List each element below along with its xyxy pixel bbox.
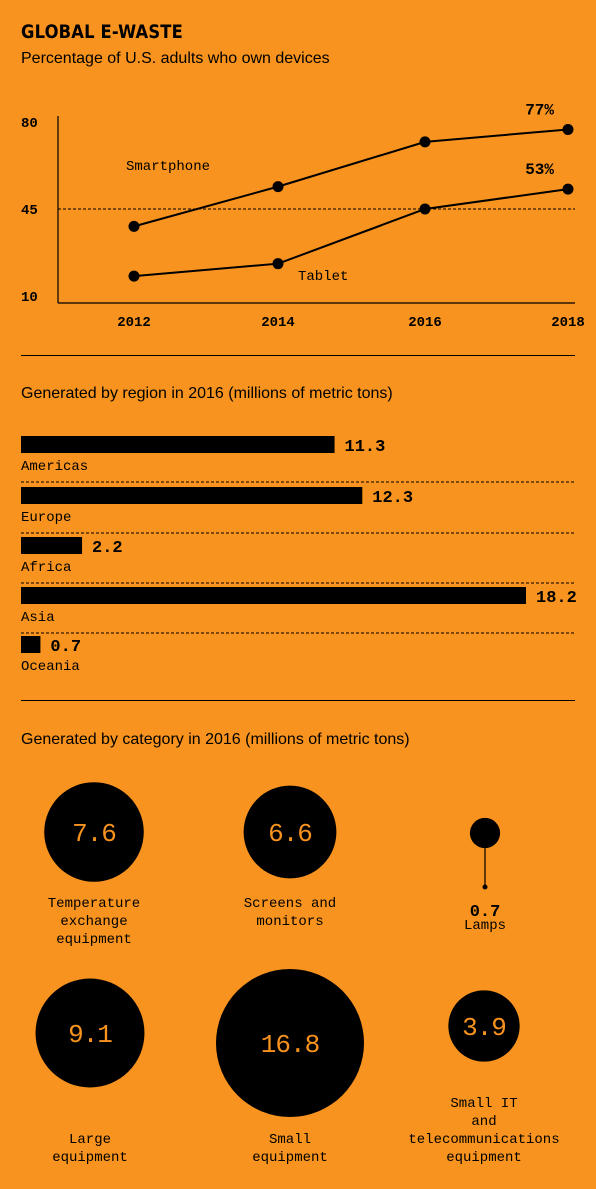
divider-2 [21, 700, 575, 701]
line-chart: 80 45 10 2012 2014 2016 2018 77% 53% Smartphone Ta… [21, 101, 585, 331]
bar-category-label: Oceania [21, 659, 80, 675]
y-tick-label: 10 [21, 290, 38, 306]
bubble-value-label: 0.7 [470, 903, 501, 922]
bubble-category-label-line: equipment [52, 1150, 128, 1166]
x-tick-label: 2014 [261, 315, 295, 331]
bar [21, 436, 335, 453]
category-section-title: Generated by category in 2016 (millions … [21, 731, 410, 748]
bubble-category-label: Lamps [464, 918, 506, 934]
x-tick-label: 2016 [408, 315, 442, 331]
bubble-category-label-line: equipment [56, 932, 132, 948]
bubble [35, 978, 145, 1088]
bubble-chart: 7.6 Temperature exchange equipment 6.6 Screen… [35, 782, 560, 1166]
x-tick-label: 2012 [117, 315, 151, 331]
bubble-category-label-line: Small [269, 1132, 311, 1148]
bubble-value-label: 16.8 [261, 1030, 319, 1060]
bar-value-label: 12.3 [372, 489, 413, 508]
series-line-smartphone [133, 128, 569, 228]
page-subtitle: Percentage of U.S. adults who own device… [21, 50, 330, 67]
bubble-value-label: 6.6 [268, 819, 312, 849]
bubble-category-label: Screens and monitors [244, 896, 336, 930]
series-label-smartphone: Smartphone [126, 159, 210, 175]
end-value-label: 77% [525, 101, 554, 119]
bubble-category-label-line: Large [69, 1132, 111, 1148]
data-point-tablet [419, 203, 431, 215]
data-point-smartphone [419, 136, 431, 148]
data-point-smartphone [562, 123, 574, 135]
bubble-category-label-line: exchange [60, 914, 127, 930]
bubble [44, 782, 144, 882]
bar-category-label: Americas [21, 459, 88, 475]
y-tick-label: 80 [21, 116, 38, 132]
bubble-value-label: 7.6 [72, 819, 116, 849]
bar-value-label: 2.2 [92, 539, 123, 558]
bar-value-label: 0.7 [50, 638, 81, 657]
bubble-category-label: Small IT and telecommunications equipment [408, 1096, 559, 1166]
bubble-category-label: Small equipment [252, 1132, 328, 1166]
bubble-category-label: Large equipment [52, 1132, 128, 1166]
bar-category-label: Europe [21, 510, 71, 526]
bubble-category-label-line: Small IT [450, 1096, 517, 1112]
bar-category-label: Africa [21, 560, 71, 576]
bubble-category-label-line: telecommunications [408, 1132, 559, 1148]
bar-value-label: 18.2 [536, 589, 577, 608]
data-point-smartphone [272, 181, 284, 193]
bubble [243, 785, 337, 879]
bar [21, 487, 363, 504]
bubble-category-label-line: Temperature [48, 896, 140, 912]
bar-chart: 11.3 Americas 12.3 Europe 2.2 Africa 18.2 Asia 0… [21, 436, 577, 675]
bubble [448, 990, 520, 1062]
bubble-category-label-line: Screens and [244, 896, 336, 912]
bubble-category-label-line: equipment [252, 1150, 328, 1166]
bubble [216, 969, 364, 1117]
bar-category-label: Asia [21, 610, 55, 626]
data-point-smartphone [128, 220, 140, 232]
bubble-value-label: 9.1 [68, 1020, 112, 1050]
bubble-category-label-line: equipment [446, 1150, 522, 1166]
region-section-title: Generated by region in 2016 (millions of… [21, 385, 393, 402]
bubble-category-label-line: monitors [256, 914, 323, 930]
end-value-label: 53% [525, 161, 554, 179]
divider-1 [21, 355, 575, 356]
bubble-value-label: 3.9 [462, 1013, 506, 1043]
bubble-stem-dot [482, 884, 488, 890]
series-line-tablet [133, 188, 569, 278]
data-point-tablet [562, 183, 574, 195]
bar-value-label: 11.3 [345, 438, 386, 457]
bar [21, 537, 83, 554]
bubble-category-label-line: and [471, 1114, 496, 1130]
data-point-tablet [272, 258, 284, 270]
y-tick-label: 45 [21, 203, 38, 219]
page-title: GLOBAL E-WASTE [21, 21, 183, 43]
x-tick-label: 2018 [551, 315, 585, 331]
series-label-tablet: Tablet [298, 269, 348, 285]
data-point-tablet [128, 270, 140, 282]
bubble-category-label: Temperature exchange equipment [48, 896, 140, 948]
bar [21, 636, 41, 653]
bar [21, 587, 526, 604]
bubble-category-label-line: Lamps [464, 918, 506, 934]
